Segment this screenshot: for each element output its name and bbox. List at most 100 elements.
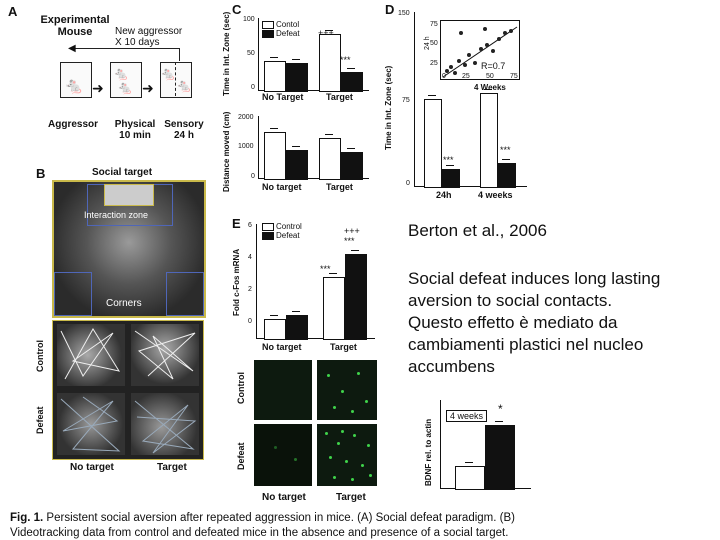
mouse-icon: 🐁 [113, 66, 130, 81]
bar-defeat [340, 72, 363, 92]
mouse-icon: 🐁 [64, 78, 84, 95]
error-bar [465, 461, 473, 467]
e-row-defeat: Defeat [236, 442, 246, 470]
c-ytick: 2000 [238, 114, 254, 121]
d-inset-xtick: 50 [486, 73, 494, 80]
error-bar [350, 250, 359, 255]
panel-b-letter: B [36, 166, 46, 181]
panel-e-letter: E [232, 216, 241, 231]
e-ytick: 2 [248, 286, 252, 293]
micrograph-control-target [317, 360, 377, 420]
c-sig-star: *** [340, 55, 351, 65]
e-ytick: 4 [248, 254, 252, 261]
c-ytick: 50 [247, 50, 255, 57]
corner-zone-left [54, 272, 92, 316]
c-ytick: 1000 [238, 143, 254, 150]
bar-defeat [285, 315, 308, 340]
d-inset-xlabel: 4 Weeks [474, 83, 506, 92]
c-legend: Contol Defeat [262, 20, 300, 38]
bar-control [263, 319, 286, 340]
error-bar [428, 95, 436, 100]
d-x-24h: 24h [436, 190, 452, 200]
figure-caption-line1: Fig. 1. Persistent social aversion after… [10, 512, 515, 524]
sensory-cage [160, 62, 192, 98]
error-bar [446, 164, 454, 170]
micrograph-defeat-notarget [254, 424, 312, 486]
error-bar [269, 127, 278, 133]
d-sig-star-b: *** [500, 145, 511, 155]
bar-defeat [340, 151, 363, 180]
d-ylabel: Time in Int. Zone (sec) [384, 65, 393, 150]
d-ytick: 75 [402, 97, 410, 104]
sensory-label: Sensory 24 h [164, 119, 204, 141]
target-cage [104, 184, 154, 206]
figure-caption-line2: Videotracking data from control and defe… [10, 527, 509, 539]
e-x-notarget: No target [262, 342, 302, 352]
bar-control [263, 61, 286, 92]
c-ytick: 0 [251, 173, 255, 180]
experimental-mouse-label: Experimental Mouse [40, 14, 110, 38]
bdnf-weeks-label: 4 weeks [446, 410, 488, 422]
arrow-right-icon: ➜ [142, 80, 154, 96]
c-x2-target: Target [326, 182, 353, 192]
corner-zone-right [166, 272, 204, 316]
d-inset: R=0.7 [440, 20, 520, 80]
e-sig-plus: +++ [344, 226, 360, 236]
d-x-4w: 4 weeks [478, 190, 513, 200]
error-bar [328, 273, 337, 278]
error-bar [324, 29, 333, 35]
panel-c-letter: C [232, 2, 242, 17]
d-inset-xtick: 75 [510, 73, 518, 80]
d-ytick: 0 [406, 180, 410, 187]
aggressor-cage [60, 62, 92, 98]
error-bar [291, 311, 300, 316]
physical-cage [110, 62, 142, 98]
c-sig-plus: +++ [318, 28, 334, 38]
e-sig-star-top: *** [344, 236, 355, 246]
d-axes [414, 12, 527, 187]
error-bar [346, 68, 355, 73]
d-inset-xtick: 0 [442, 73, 446, 80]
bdnf-sig: * [498, 402, 503, 416]
physical-label: Physical 10 min [114, 119, 156, 141]
bar-control [263, 131, 286, 180]
d-inset-r: R=0.7 [481, 61, 506, 71]
arrow-head-icon: ◀ [68, 43, 76, 54]
bar-control [318, 33, 341, 92]
col-label-no-target: No target [70, 462, 114, 473]
new-aggressor-label: New aggressor X 10 days [115, 26, 183, 48]
e-col-target: Target [336, 492, 366, 503]
bar-defeat [442, 168, 460, 188]
error-bar [291, 146, 300, 151]
aggressor-label: Aggressor [48, 119, 99, 130]
c-ytick: 0 [251, 84, 255, 91]
micrograph-defeat-target [317, 424, 377, 486]
interaction-zone-label: Interaction zone [84, 210, 149, 220]
c-top-ylabel: Time in Int. Zone (sec) [222, 11, 231, 96]
row-label-defeat: Defeat [35, 406, 45, 434]
repeat-arrow [74, 48, 180, 61]
arrow-right-icon: ➜ [92, 80, 104, 96]
d-inset-ytick: 75 [430, 21, 438, 28]
mouse-icon: 🐁 [117, 80, 134, 95]
e-ytick: 0 [248, 318, 252, 325]
e-col-no-target: No target [262, 492, 306, 503]
bdnf-ylabel: BDNF rel. to actin [424, 418, 433, 486]
track-defeat-notarget [57, 393, 125, 455]
track-control-notarget [57, 324, 125, 386]
e-ytick: 6 [248, 222, 252, 229]
error-bar [495, 421, 503, 426]
bar-defeat [285, 63, 308, 92]
c-bottom-ylabel: Distance moved (cm) [222, 111, 231, 192]
col-label-target: Target [157, 462, 187, 473]
e-sig-star-left: *** [320, 264, 331, 274]
d-ytick: 150 [398, 10, 410, 17]
c-x2-notarget: No target [262, 182, 302, 192]
error-bar [502, 158, 510, 164]
bar-defeat [498, 162, 516, 188]
arena-image: Interaction zone Corners [52, 180, 206, 318]
d-inset-xtick: 25 [462, 73, 470, 80]
bar-defeat [485, 425, 515, 490]
row-label-control: Control [35, 340, 45, 372]
citation: Berton et al., 2006 [408, 221, 547, 240]
